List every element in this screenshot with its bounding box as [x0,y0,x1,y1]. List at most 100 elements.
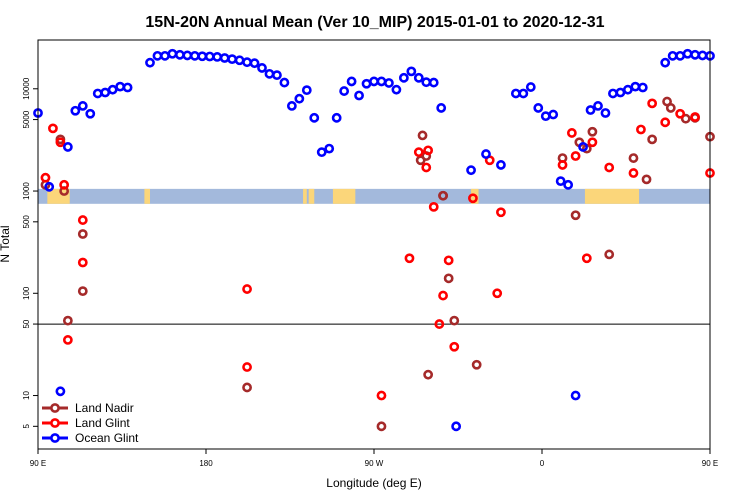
land-nadir-point [647,134,658,145]
land-glint-point [438,290,448,301]
land-nadir-point [587,126,598,137]
ocean-glint-point [481,149,491,159]
land-nadir-point [680,113,691,124]
land-glint-point [77,257,88,268]
ocean-glint-point [122,82,133,93]
ocean-glint-point [309,112,320,123]
ocean-glint-point [533,103,544,113]
legend-label-land-nadir: Land Nadir [75,401,134,415]
land-glint-point [587,137,598,148]
ocean-glint-point [279,77,290,88]
y-axis-ticks: 5 10 50 100 500 1000 5000 10000 [22,77,38,429]
legend-marker-ocean-glint [50,433,60,443]
x-tick-label: 0 [540,459,545,468]
ocean-glint-point [107,84,118,95]
ocean-glint-point [219,53,230,63]
land-glint-point [423,145,434,156]
land-glint-point [690,112,700,122]
ocean-glint-point [234,55,245,66]
ocean-glint-point [294,93,305,104]
ocean-glint-point [563,179,574,190]
ocean-glint-point [369,76,379,87]
ocean-glint-point [667,50,678,61]
ocean-glint-point [167,48,178,59]
ocean-glint-point [660,57,671,68]
y-tick-label: 10 [22,391,31,400]
land-glint-point [647,98,658,109]
land-band-segment [303,188,307,204]
legend-marker-land-glint [50,418,60,428]
land-nadir-point [77,229,88,239]
ocean-glint-point [272,70,282,81]
land-glint-point [40,172,51,183]
land-glint-point [443,255,454,266]
y-tick-label: 1000 [22,182,31,200]
land-glint-point [628,168,639,178]
land-glint-point [492,288,503,299]
y-axis-label: N Total [0,225,12,262]
chart-title: 15N-20N Annual Mean (Ver 10_MIP) 2015-01… [145,14,604,31]
ocean-glint-point [324,143,335,154]
ocean-glint-point [451,421,462,432]
ocean-glint-point [570,390,581,401]
ocean-glint-point [152,50,163,61]
ocean-glint-point [510,88,521,99]
ocean-glint-point [331,112,342,123]
land-nadir-point [417,130,428,141]
ocean-glint-point [421,77,432,88]
land-nadir-point [665,103,676,113]
land-glint-point [404,253,415,264]
land-glint-point [428,201,439,212]
y-tick-label: 500 [22,215,31,229]
ocean-glint-point [436,103,447,113]
y-tick-label: 100 [22,286,31,300]
ocean-glint-point [555,176,566,187]
y-tick-label: 5000 [22,110,31,128]
ocean-glint-point [286,101,297,111]
land-nadir-point [62,315,73,326]
land-band-segment [584,188,640,204]
land-glint-point [468,193,478,204]
land-glint-point [581,253,592,264]
land-glint-point [496,207,506,218]
ocean-glint-point [85,108,96,119]
land-glint-point [557,160,568,170]
ocean-glint-point [361,78,372,89]
land-glint-point [376,390,387,401]
ocean-glint-point [525,82,536,92]
land-glint-point [242,362,252,372]
land-glint-point [62,335,73,345]
land-glint-point [59,179,70,190]
land-glint-point [55,137,66,148]
ocean-glint-point [264,68,275,79]
ocean-glint-point [578,142,588,152]
ocean-glint-point [197,51,208,62]
plot-frame [37,39,711,450]
land-nadir-point [471,359,482,370]
land-nadir-point [423,369,434,380]
ocean-glint-point [593,101,603,111]
land-glint-point [449,341,460,352]
x-tick-label: 90 E [30,459,46,468]
land-glint-point [413,147,424,158]
ocean-glint-point [518,88,529,99]
data-points [33,48,715,432]
ocean-glint-point [690,49,700,60]
land-band-segment [308,188,315,204]
x-axis-label: Longitude (deg E) [326,476,421,490]
ocean-glint-point [174,49,185,60]
ocean-glint-point [637,82,648,93]
ocean-glint-point [242,57,252,68]
land-glint-point [434,319,445,329]
ocean-glint-point [682,48,693,59]
ocean-glint-point [44,181,55,192]
ocean-glint-point [540,111,551,122]
legend-marker-land-nadir [50,403,60,413]
ocean-glint-point [339,86,350,96]
land-nadir-point [77,286,88,297]
ocean-glint-point [354,90,364,101]
x-tick-label: 90 W [365,459,384,468]
ocean-glint-point [346,76,357,87]
ocean-glint-point [257,63,267,73]
ocean-glint-point [496,160,506,170]
